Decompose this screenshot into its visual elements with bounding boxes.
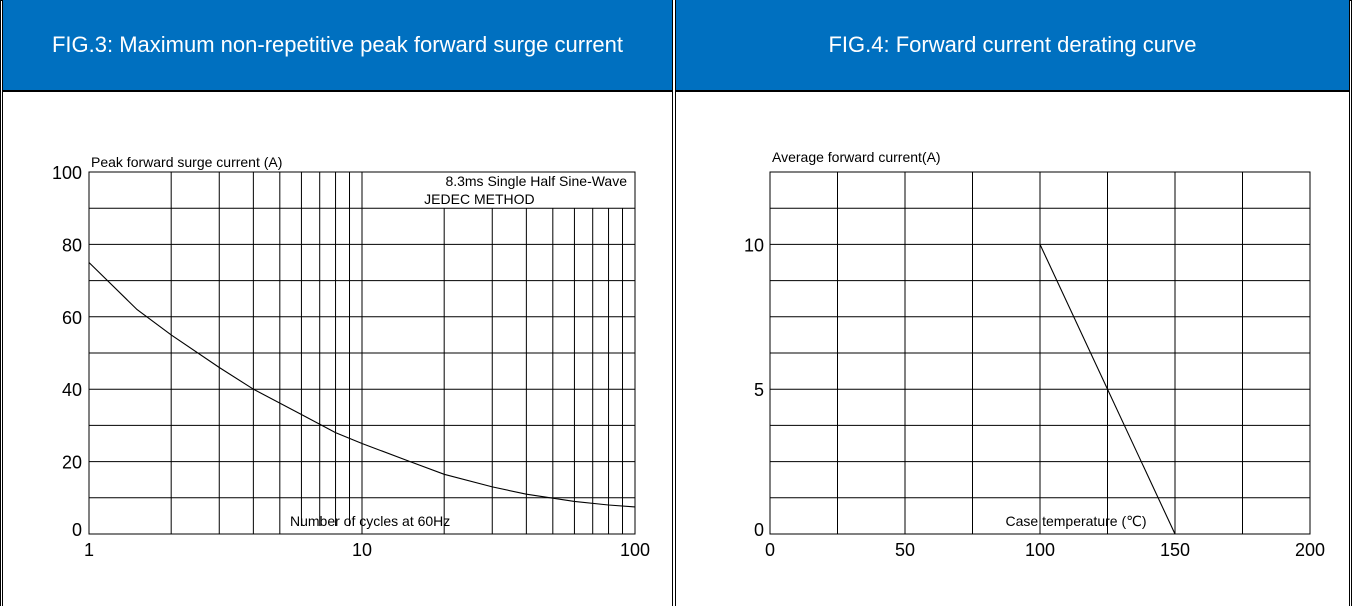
fig4-title: FIG.4: Forward current derating curve xyxy=(676,0,1349,92)
fig4-xlabel: Case temperature (℃) xyxy=(1006,513,1147,529)
fig3-annotation-line2: JEDEC METHOD xyxy=(424,191,534,207)
fig4-xtick-label: 150 xyxy=(1160,540,1190,560)
fig3-plot-frame xyxy=(88,171,636,535)
fig4-ylabel: Average forward current(A) xyxy=(772,149,941,165)
panel-divider xyxy=(672,0,676,606)
fig4-ytick-label: 5 xyxy=(754,380,764,400)
fig3-ytick-label: 40 xyxy=(62,380,82,400)
fig3-xtick-label: 100 xyxy=(620,540,650,560)
fig4-ytick-label: 10 xyxy=(744,235,764,255)
fig3-ylabel: Peak forward surge current (A) xyxy=(91,154,282,170)
fig4-xtick-label: 200 xyxy=(1295,540,1325,560)
fig3-ytick-label: 0 xyxy=(72,520,82,540)
fig4-plot-frame xyxy=(769,171,1311,535)
fig3-panel: FIG.3: Maximum non-repetitive peak forwa… xyxy=(3,0,672,606)
fig4-xtick-label: 50 xyxy=(895,540,915,560)
fig3-xtick-label: 1 xyxy=(84,540,94,560)
fig3-xlabel: Number of cycles at 60Hz xyxy=(290,513,450,529)
fig4-ytick-label: 0 xyxy=(754,520,764,540)
fig3-chart: 0 20 40 60 80 100 1 10 100 Peak forward surge cur… xyxy=(52,154,650,560)
fig3-ytick-label: 80 xyxy=(62,235,82,255)
fig3-annotation-line1: 8.3ms Single Half Sine-Wave xyxy=(445,173,627,189)
fig3-ytick-label: 20 xyxy=(62,453,82,473)
fig3-title: FIG.3: Maximum non-repetitive peak forwa… xyxy=(3,0,672,92)
fig3-ytick-label: 60 xyxy=(62,308,82,328)
fig3-xtick-label: 10 xyxy=(352,540,372,560)
fig4-series-line xyxy=(1039,244,1176,535)
fig4-xtick-label: 100 xyxy=(1025,540,1055,560)
fig4-xtick-label: 0 xyxy=(765,540,775,560)
fig3-ytick-label: 100 xyxy=(52,163,82,183)
fig4-panel: FIG.4: Forward current derating curve 0 5… xyxy=(676,0,1349,606)
